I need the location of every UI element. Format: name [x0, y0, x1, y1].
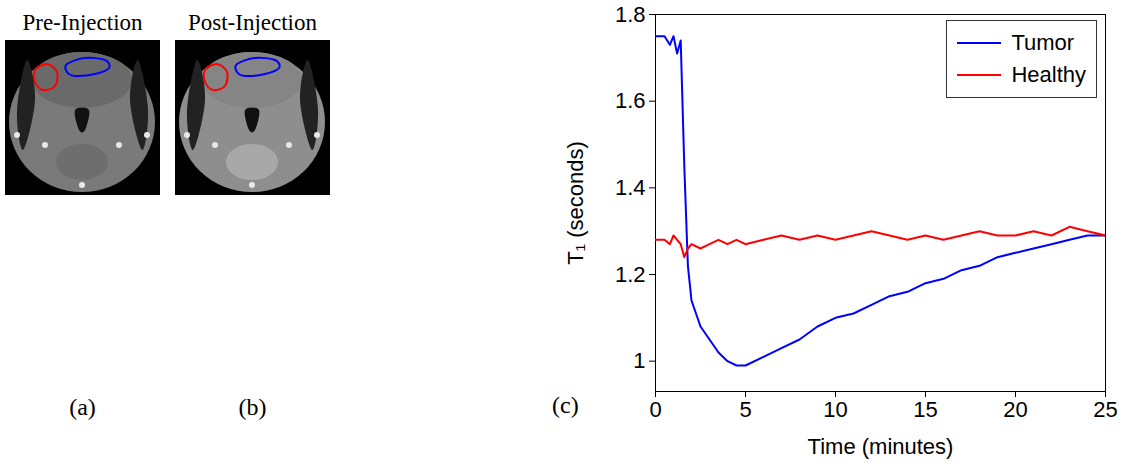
svg-text:10: 10 — [823, 397, 847, 422]
html-text:(c): (c) — [552, 392, 579, 418]
html-text:Healthy: Healthy — [1011, 62, 1086, 87]
svg-text:1.8: 1.8 — [615, 2, 646, 27]
svg-text:(b): (b) — [239, 394, 267, 420]
svg-text:5: 5 — [739, 397, 751, 422]
svg-text:1.6: 1.6 — [615, 88, 646, 113]
svg-text:(a): (a) — [69, 394, 96, 420]
svg-text:Post-Injection: Post-Injection — [188, 10, 318, 35]
svg-text:20: 20 — [1003, 397, 1027, 422]
svg-text:15: 15 — [913, 397, 937, 422]
svg-text:Pre-Injection: Pre-Injection — [22, 10, 143, 35]
svg-text:0: 0 — [649, 397, 661, 422]
svg-text:1.4: 1.4 — [615, 175, 646, 200]
svg-text:25: 25 — [1093, 397, 1117, 422]
svg-text:Time (minutes): Time (minutes) — [808, 434, 954, 459]
svg-text:1.2: 1.2 — [615, 262, 646, 287]
html-text:Tumor: Tumor — [1011, 30, 1075, 55]
svg-text:T₁ (seconds): T₁ (seconds) — [563, 141, 588, 265]
svg-text:1: 1 — [633, 348, 645, 373]
